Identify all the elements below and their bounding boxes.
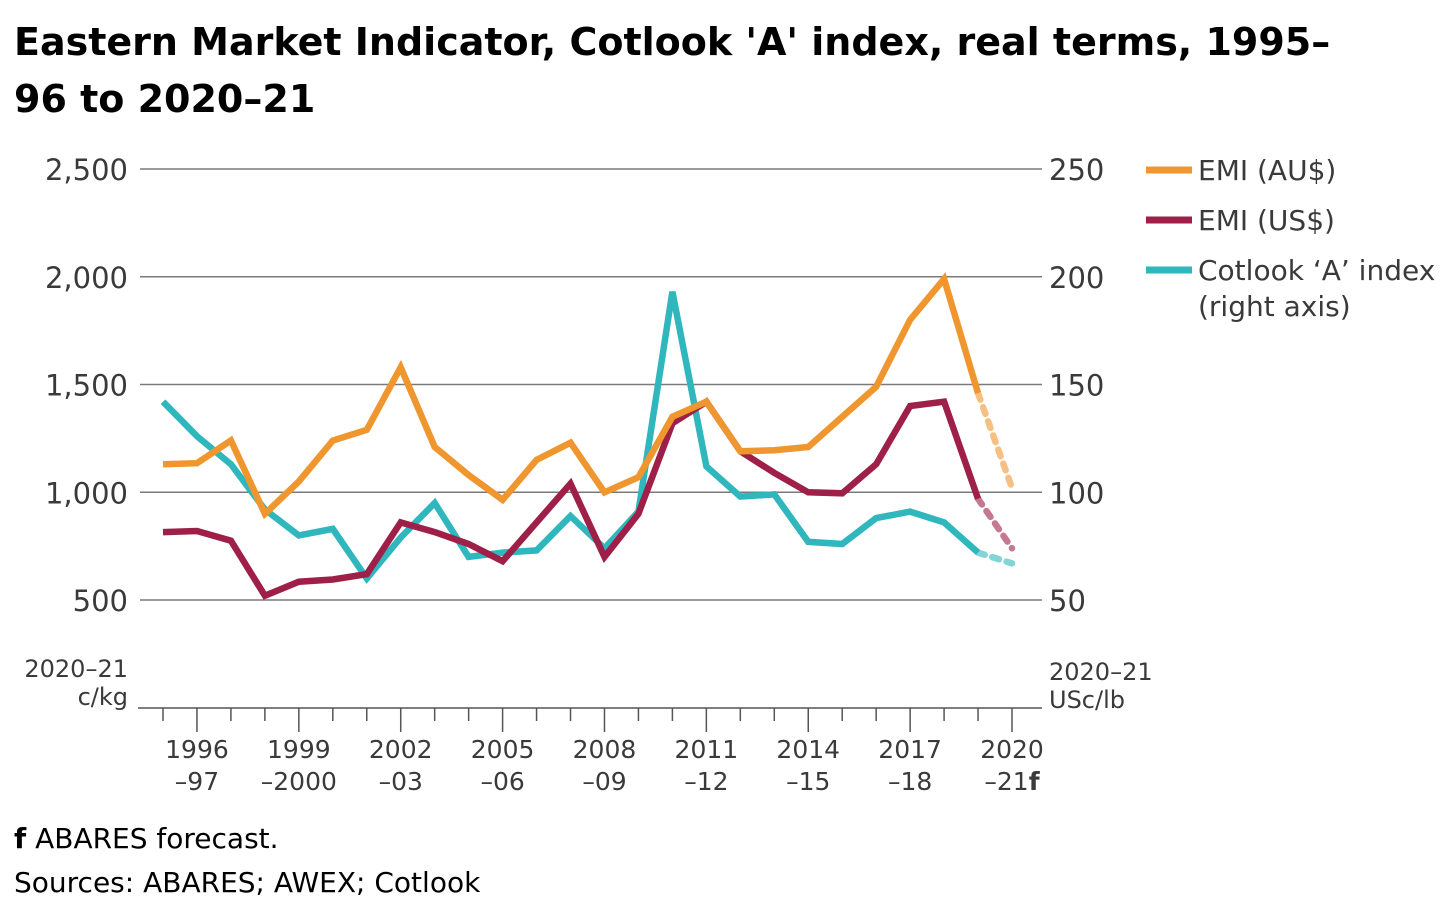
x-tick-label: –12: [684, 767, 728, 796]
x-axis: 1996 –97 1999 –2000 2002 –03 2005 –06 2008 –09 201…: [138, 707, 1044, 796]
forecast-footnote-text: ABARES forecast.: [26, 822, 279, 855]
x-tick-label: 2014: [776, 735, 840, 764]
x-tick-label: 2020: [980, 735, 1044, 764]
right-tick-label: 250: [1049, 153, 1104, 187]
x-tick-label: –15: [786, 767, 830, 796]
series-forecast-cotlook: [974, 549, 1016, 567]
series-lines: [160, 272, 1016, 600]
legend-label: Cotlook ‘A’ index: [1198, 254, 1435, 287]
series-line-emi-aud: [162, 272, 982, 520]
x-tick-label: –06: [480, 767, 524, 796]
series-forecast-emi-usd: [974, 495, 1016, 552]
legend-label: EMI (AU$): [1198, 154, 1336, 187]
right-tick-label: 50: [1049, 584, 1086, 618]
x-tick-label: –09: [582, 767, 626, 796]
x-tick-label: –18: [888, 767, 932, 796]
left-tick-label: 2,500: [45, 153, 128, 187]
left-tick-label: 1,000: [45, 476, 128, 510]
chart-title: Eastern Market Indicator, Cotlook 'A' in…: [14, 20, 1331, 121]
x-tick-label: 2008: [573, 735, 637, 764]
x-tick-label: –03: [379, 767, 423, 796]
gridlines: [140, 168, 1042, 601]
legend: EMI (AU$) EMI (US$) Cotlook ‘A’ index(righ…: [1146, 154, 1435, 323]
left-axis-unit: 2020–21: [24, 655, 128, 683]
left-tick-label: 1,500: [45, 369, 128, 403]
right-axis-unit: USc/lb: [1049, 686, 1125, 714]
x-tick-label: –97: [175, 767, 219, 796]
forecast-marker: f: [1029, 767, 1041, 796]
legend-label: (right axis): [1198, 290, 1351, 323]
sources-note: Sources: ABARES; AWEX; Cotlook: [14, 866, 481, 899]
right-tick-label: 150: [1049, 369, 1104, 403]
left-tick-label: 500: [73, 584, 128, 618]
x-tick-label: –2000: [261, 767, 337, 796]
x-tick-label: 1999: [267, 735, 331, 764]
x-tick-label: 2011: [675, 735, 739, 764]
left-axis-unit: c/kg: [78, 683, 128, 711]
right-axis-unit: 2020–21: [1049, 658, 1153, 686]
left-axis: 500 1,000 1,500 2,000 2,500 2020–21c/kg: [24, 153, 128, 711]
x-tick-label: 1996: [165, 735, 229, 764]
series-forecast-emi-aud: [974, 389, 1016, 492]
left-tick-label: 2,000: [45, 261, 128, 295]
x-tick-label: 2017: [878, 735, 942, 764]
x-tick-label: –21f: [984, 767, 1040, 796]
forecast-footnote-marker: f: [14, 822, 27, 855]
x-tick-label: 2002: [369, 735, 433, 764]
legend-label: EMI (US$): [1198, 204, 1335, 237]
forecast-footnote: f ABARES forecast.: [14, 822, 279, 855]
right-tick-label: 200: [1049, 261, 1104, 295]
x-tick-label: 2005: [471, 735, 535, 764]
series-line-emi-usd: [162, 397, 982, 600]
right-tick-label: 100: [1049, 476, 1104, 510]
series-line-cotlook: [160, 291, 981, 584]
